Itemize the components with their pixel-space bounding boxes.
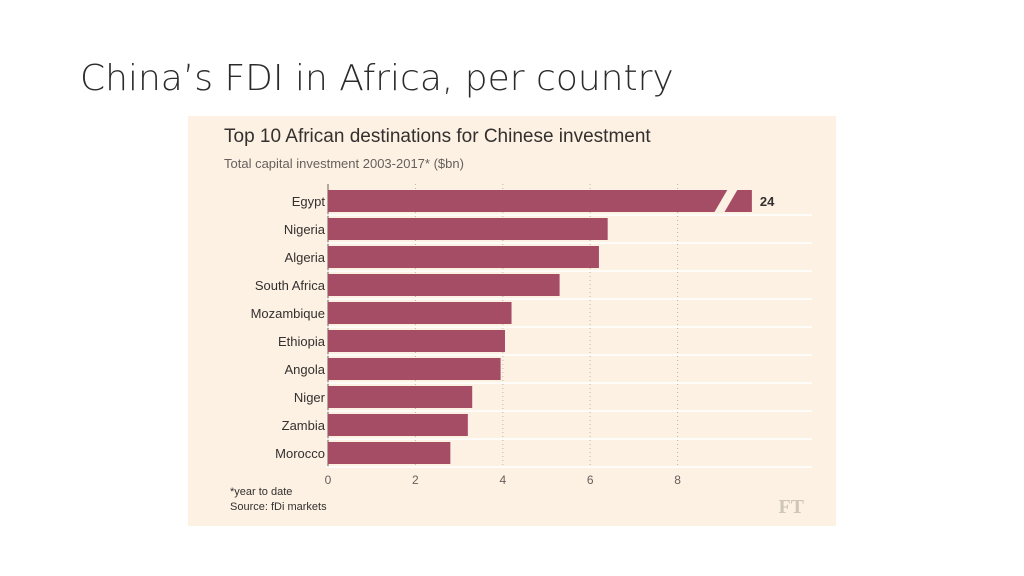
category-label: South Africa — [255, 278, 326, 293]
bar-algeria — [328, 246, 599, 268]
category-label: Zambia — [282, 418, 326, 433]
bar-egypt — [328, 190, 752, 212]
category-label: Nigeria — [284, 222, 326, 237]
axis-break-gap — [713, 189, 738, 213]
x-tick-label: 4 — [499, 473, 506, 487]
x-tick-label: 2 — [412, 473, 419, 487]
chart-title: Top 10 African destinations for Chinese … — [224, 126, 651, 147]
bar-nigeria — [328, 218, 608, 240]
bar-zambia — [328, 414, 468, 436]
category-label: Mozambique — [251, 306, 325, 321]
bar-south-africa — [328, 274, 560, 296]
bar-ethiopia — [328, 330, 505, 352]
ft-logo: FT — [778, 496, 804, 518]
category-label: Morocco — [275, 446, 325, 461]
source-note: Source: fDi markets — [230, 501, 327, 513]
data-label: 24 — [760, 194, 775, 209]
bar-niger — [328, 386, 473, 408]
category-label: Algeria — [285, 250, 326, 265]
bar-morocco — [328, 442, 451, 464]
slide-title: China’s FDI in Africa, per country — [80, 58, 674, 99]
category-label: Egypt — [292, 194, 326, 209]
chart-panel: 0 2 4 6 8 Egypt Nigeria Algeria South Africa Moza… — [188, 116, 836, 526]
bar-angola — [328, 358, 501, 380]
x-tick-label: 0 — [325, 473, 332, 487]
footnote: *year to date — [230, 486, 293, 498]
category-label: Ethiopia — [278, 334, 326, 349]
category-label: Angola — [285, 362, 326, 377]
x-tick-label: 8 — [674, 473, 681, 487]
category-label: Niger — [294, 390, 326, 405]
chart-subtitle: Total capital investment 2003-2017* ($bn… — [224, 156, 464, 171]
bar-mozambique — [328, 302, 512, 324]
x-tick-label: 6 — [587, 473, 594, 487]
